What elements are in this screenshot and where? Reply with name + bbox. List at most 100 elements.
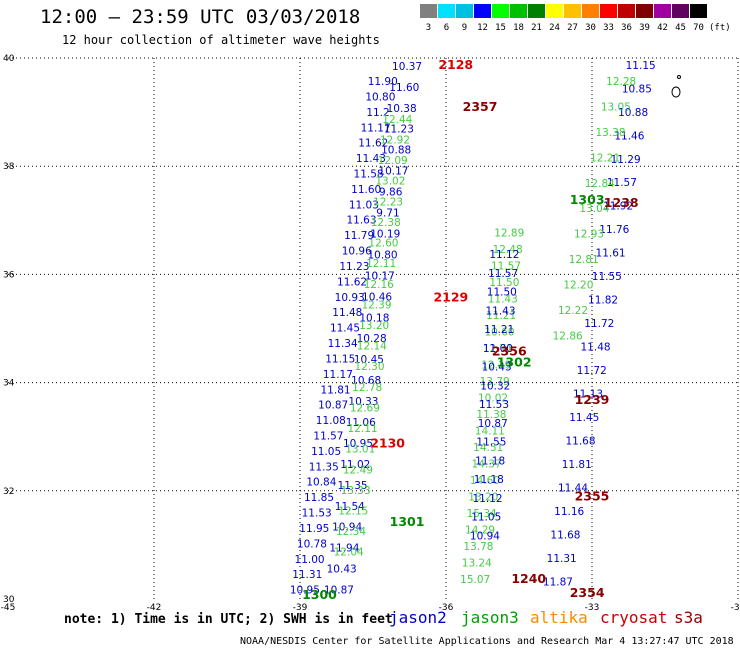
wave-height-label: 10.28 (357, 333, 387, 345)
wave-height-label: 10.17 (365, 270, 395, 282)
wave-height-label: 12.23 (373, 196, 403, 208)
wave-height-label: 11.35 (338, 480, 368, 492)
wave-height-label: 13.78 (463, 541, 493, 553)
wave-height-label: 11.05 (471, 512, 501, 524)
wave-height-label: 11.45 (330, 323, 360, 335)
wave-height-label: 11.45 (569, 412, 599, 424)
wave-height-label: 12.21 (590, 152, 620, 164)
pass-time-label: 1238 (604, 195, 639, 210)
wave-height-label: 11.46 (614, 130, 644, 142)
wave-height-label: 11.23 (384, 124, 414, 136)
wave-height-label: 11.00 (295, 554, 325, 566)
wave-height-label: 10.46 (362, 291, 392, 303)
note-text: note: 1) Time is in UTC; 2) SWH is in fe… (64, 612, 393, 627)
lat-tick-label: 34 (3, 379, 15, 389)
wave-height-label: 15.34 (467, 508, 497, 520)
scale-swatch (528, 4, 545, 18)
pass-time-label: 2355 (575, 489, 610, 504)
pass-time-label: 1300 (302, 587, 337, 602)
wave-height-label: 10.38 (387, 103, 417, 115)
wave-height-label: 11.21 (484, 324, 514, 336)
wave-height-label: 11.53 (479, 399, 509, 411)
wave-height-label: 11.03 (349, 199, 379, 211)
wave-height-label: 13.20 (468, 491, 498, 503)
scale-label: 45 (675, 23, 686, 33)
scale-swatch (672, 4, 689, 18)
wave-height-label: 11.90 (368, 76, 398, 88)
wave-height-label: 13.20 (359, 320, 389, 332)
scale-swatch (564, 4, 581, 18)
wave-height-label: 10.94 (470, 530, 500, 542)
wave-height-label: 11.72 (577, 365, 607, 377)
scale-label: 36 (621, 23, 632, 33)
wave-height-label: 11.82 (588, 295, 618, 307)
wave-height-label: 11.54 (335, 501, 365, 513)
lat-tick-label: 30 (3, 595, 15, 605)
wave-height-label: 12.09 (378, 155, 408, 167)
scale-swatch (636, 4, 653, 18)
wave-height-label: 10.87 (478, 418, 508, 430)
wave-height-label: 12.92 (380, 135, 410, 147)
wave-height-label: 11.06 (346, 417, 376, 429)
wave-height-label: 11.62 (358, 138, 388, 150)
wave-height-label: 15.07 (460, 574, 490, 586)
lat-tick-label: 36 (3, 270, 15, 280)
wave-height-label: 11.81 (562, 459, 592, 471)
pass-time-label: 1240 (511, 571, 546, 586)
wave-height-label: 11.16 (554, 506, 584, 518)
wave-height-label: 11.31 (547, 553, 577, 565)
lon-tick-label: -42 (147, 603, 162, 613)
wave-height-label: 10.37 (392, 61, 422, 73)
wave-height-label: 9.71 (376, 208, 399, 220)
scale-label: 3 (425, 23, 432, 33)
axis-ticks: -45 -42 -39 -36 -33 -30 30 32 34 36 38 40 (1, 54, 740, 613)
wave-height-label: 11.72 (584, 318, 614, 330)
wave-height-label: 10.93 (335, 292, 365, 304)
scale-swatch (582, 4, 599, 18)
scale-label: 39 (639, 23, 650, 33)
scale-swatch (510, 4, 527, 18)
wave-height-label: 13.33 (341, 485, 371, 497)
wave-height-label: 12.93 (574, 229, 604, 241)
wave-height-label: 11.57 (491, 261, 521, 273)
pass-time-label: 2128 (438, 57, 473, 72)
wave-height-label: 11.60 (351, 184, 381, 196)
wave-height-label: 11.62 (337, 276, 367, 288)
wave-height-label: 12.69 (350, 402, 380, 414)
wave-height-label: 11.61 (596, 248, 626, 260)
wave-height-label: 11.29 (611, 154, 641, 166)
scale-swatch (420, 4, 437, 18)
legend-jason2: jason2 (389, 608, 447, 627)
wave-height-label: 12.28 (606, 76, 636, 88)
wave-height-label: 11.81 (321, 384, 351, 396)
wave-height-label: 12.34 (336, 526, 366, 538)
scale-label: 21 (531, 23, 542, 33)
page-subtitle: 12 hour collection of altimeter wave hei… (62, 33, 380, 47)
wave-height-label: 11.48 (581, 342, 611, 354)
wave-height-label: 11.38 (476, 409, 506, 421)
wave-height-label: 9.86 (379, 187, 403, 199)
wave-height-label: 11.85 (304, 492, 334, 504)
lon-tick-label: -30 (731, 603, 740, 613)
wave-height-label: 10.85 (622, 83, 652, 95)
legend-altika: altika (530, 608, 588, 627)
wave-height-label: 11.21 (486, 310, 516, 322)
wave-height-label: 11.63 (346, 215, 376, 227)
wave-height-label: 11.05 (311, 446, 341, 458)
wave-height-label: 13.79 (480, 376, 510, 388)
wave-height-label: 12.16 (364, 279, 394, 291)
wave-height-label: 12.30 (354, 361, 384, 373)
pass-time-label: 1302 (497, 354, 532, 369)
wave-height-label: 11.23 (339, 261, 369, 273)
altimeter-tracks: 10.37 11.60 10.38 11.23 10.88 10.17 9.86 9.71 10… (290, 60, 656, 597)
wave-height-label: 11.68 (565, 436, 595, 448)
wave-height-label: 12.84 (585, 178, 615, 190)
wave-height-label: 12.04 (334, 547, 364, 559)
wave-height-label: 13.05 (601, 101, 631, 113)
scale-label: 30 (585, 23, 596, 33)
pass-time-label: 1239 (575, 392, 610, 407)
wave-height-label: 12.81 (569, 254, 599, 266)
wave-height-label: 11.18 (475, 455, 505, 467)
wave-height-label: 10.19 (370, 228, 400, 240)
